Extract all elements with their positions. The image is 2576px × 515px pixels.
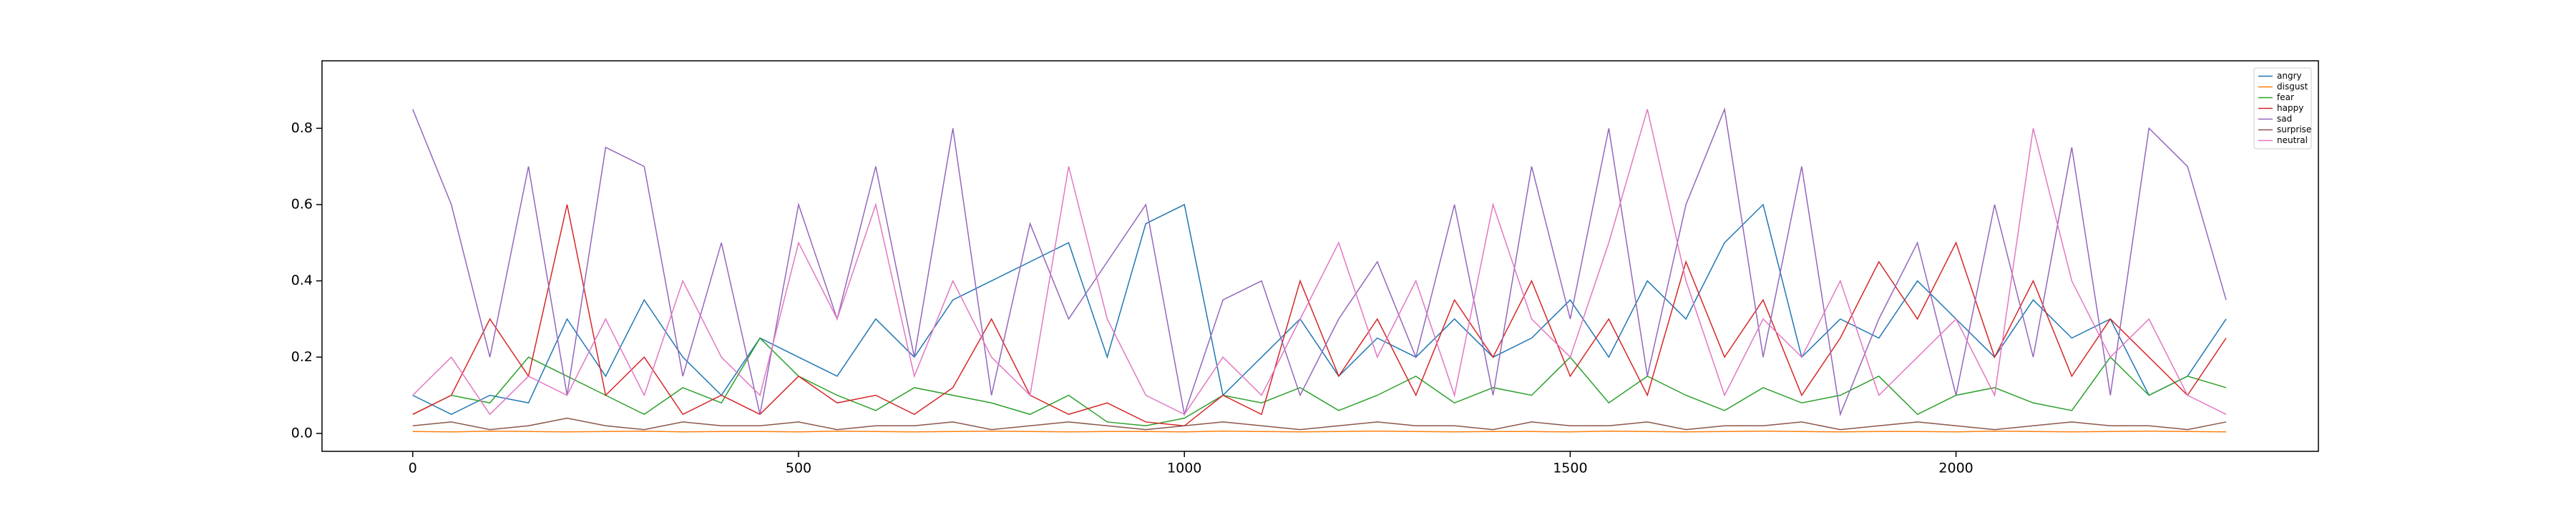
legend-label: happy [2277,103,2303,113]
legend-label: sad [2277,114,2292,124]
plot-area [322,61,2318,451]
series-line [412,203,2227,416]
legend-label: surprise [2277,124,2311,134]
x-tick-label: 500 [786,461,811,476]
legend-label: fear [2277,92,2294,102]
series-line [412,107,2227,417]
series-line [412,430,2227,433]
legend-label: neutral [2277,135,2308,145]
y-tick-label: 0.2 [291,349,313,365]
axes-frame [321,60,2319,452]
y-tick-label: 0.6 [291,197,313,212]
y-tick-label: 0.4 [291,273,313,288]
series-line [412,204,2227,427]
series-line [412,109,2227,416]
legend-box [2253,67,2312,149]
x-tick-label: 2000 [1938,461,1973,476]
legend-label: angry [2277,71,2302,81]
y-tick-label: 0.8 [291,120,313,136]
series-line [412,337,2227,427]
x-tick-label: 1000 [1167,461,1201,476]
y-tick-label: 0.0 [291,425,313,441]
series-line [412,417,2227,431]
x-tick-label: 1500 [1553,461,1587,476]
x-tick-label: 0 [409,461,417,476]
legend-label: disgust [2277,82,2308,92]
